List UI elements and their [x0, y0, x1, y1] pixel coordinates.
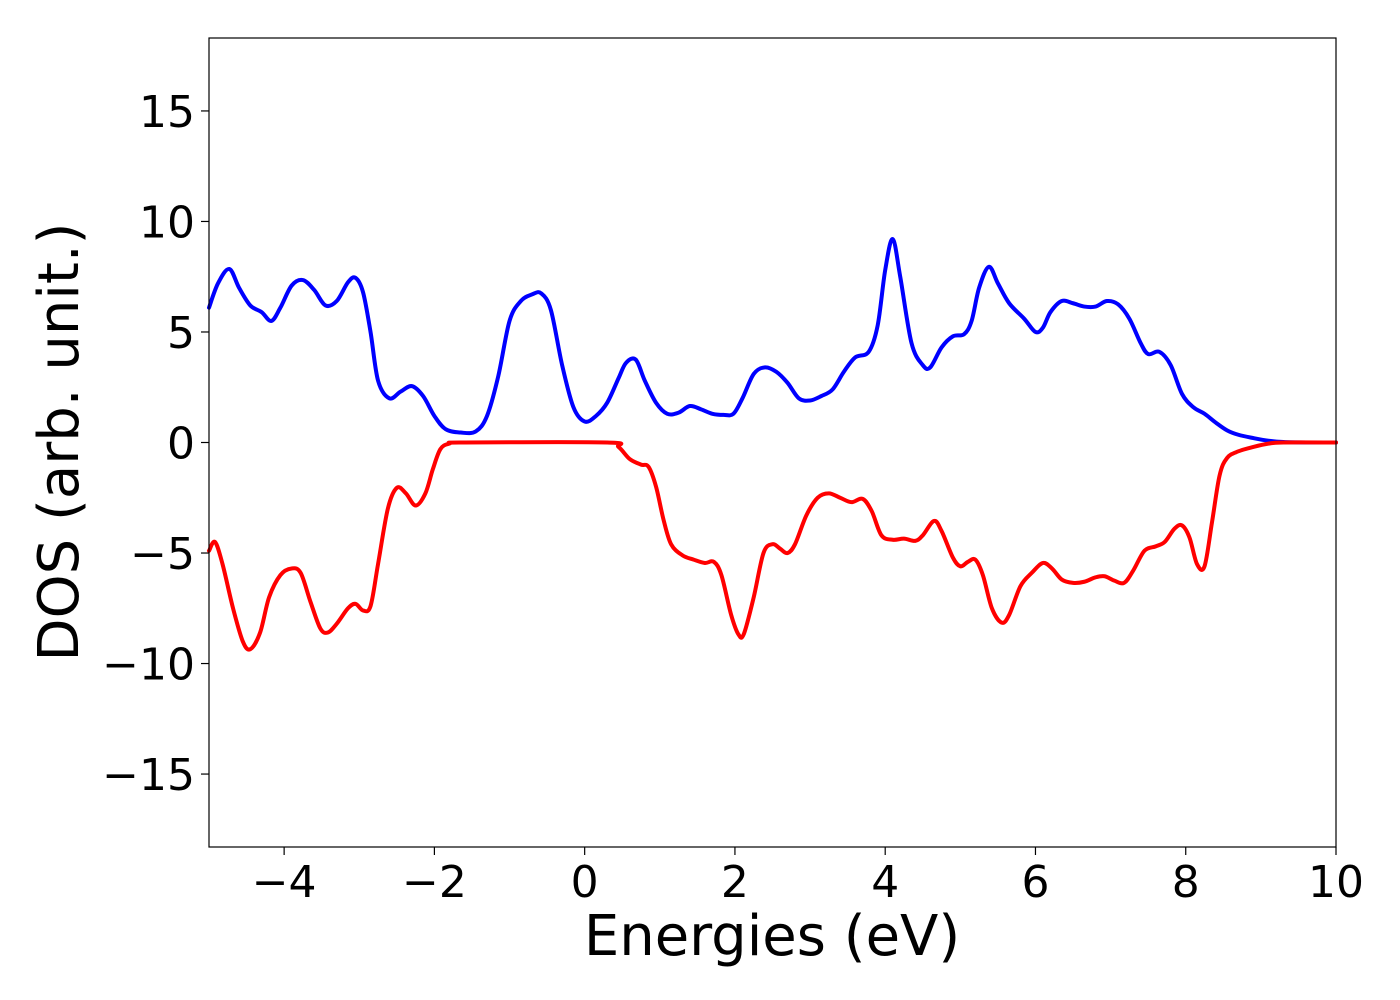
y-axis-label: DOS (arb. unit.) [27, 222, 92, 661]
plot-frame [208, 37, 1337, 848]
x-tick-label: 10 [1308, 857, 1364, 908]
series-line-2 [207, 440, 1338, 652]
x-tick-label: 4 [871, 857, 899, 908]
y-tick-label: −10 [102, 640, 195, 691]
series-line-1 [207, 237, 1338, 445]
y-tick-label: −5 [130, 529, 195, 580]
y-tick-label: 10 [139, 197, 195, 248]
y-tick-label: 0 [167, 419, 195, 470]
x-tick-label: 6 [1021, 857, 1049, 908]
x-tick-label: 2 [721, 857, 749, 908]
y-axis-ticks: −15 −10 −5 0 5 10 15 [102, 87, 209, 801]
y-tick-label: −15 [102, 750, 195, 801]
x-tick-label: 0 [571, 857, 599, 908]
y-tick-label: 15 [139, 87, 195, 138]
x-tick-label: −2 [402, 857, 467, 908]
x-tick-label: −4 [252, 857, 317, 908]
x-axis-ticks: −4 −2 0 2 4 6 8 10 [252, 847, 1364, 908]
x-tick-label: 8 [1172, 857, 1200, 908]
y-tick-label: 5 [167, 308, 195, 359]
x-axis-label: Energies (eV) [584, 904, 960, 969]
series-layer [207, 237, 1338, 652]
